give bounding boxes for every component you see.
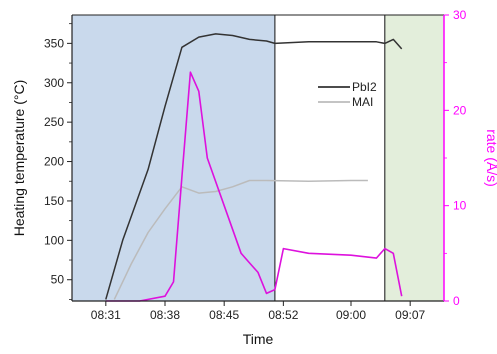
y-left-tick-label: 300 xyxy=(44,76,64,90)
y-left-tick-label: 350 xyxy=(44,36,64,50)
x-tick-label: 08:38 xyxy=(150,308,180,322)
x-tick-label: 09:07 xyxy=(395,308,425,322)
x-tick-label: 08:45 xyxy=(209,308,239,322)
x-tick-label: 08:31 xyxy=(91,308,121,322)
y-left-tick-label: 200 xyxy=(44,155,64,169)
x-axis-title: Time xyxy=(243,331,274,347)
y-right-axis-title: rate (Å/s) xyxy=(484,129,497,187)
y-right-tick-label: 10 xyxy=(453,199,467,213)
y-left-tick-label: 50 xyxy=(51,273,65,287)
y-left-tick-label: 150 xyxy=(44,194,64,208)
pbi2-line xyxy=(105,33,403,300)
y-right-tick-label: 0 xyxy=(453,294,460,308)
y-right-tick-label: 30 xyxy=(453,8,467,22)
y-left-tick-label: 250 xyxy=(44,115,64,129)
rate-line xyxy=(105,71,403,302)
y-right-tick-label: 20 xyxy=(453,103,467,117)
y-left-tick-label: 100 xyxy=(44,233,64,247)
x-tick-label: 08:52 xyxy=(268,308,298,322)
x-tick-label: 09:00 xyxy=(336,308,366,322)
legend-label-mai: MAI xyxy=(352,95,373,109)
y-left-axis-title: Heating temperature (°C) xyxy=(11,80,27,237)
shaded-region-2 xyxy=(384,15,444,301)
legend-label-pbi2: PbI2 xyxy=(352,80,377,94)
mai-line xyxy=(113,179,368,300)
